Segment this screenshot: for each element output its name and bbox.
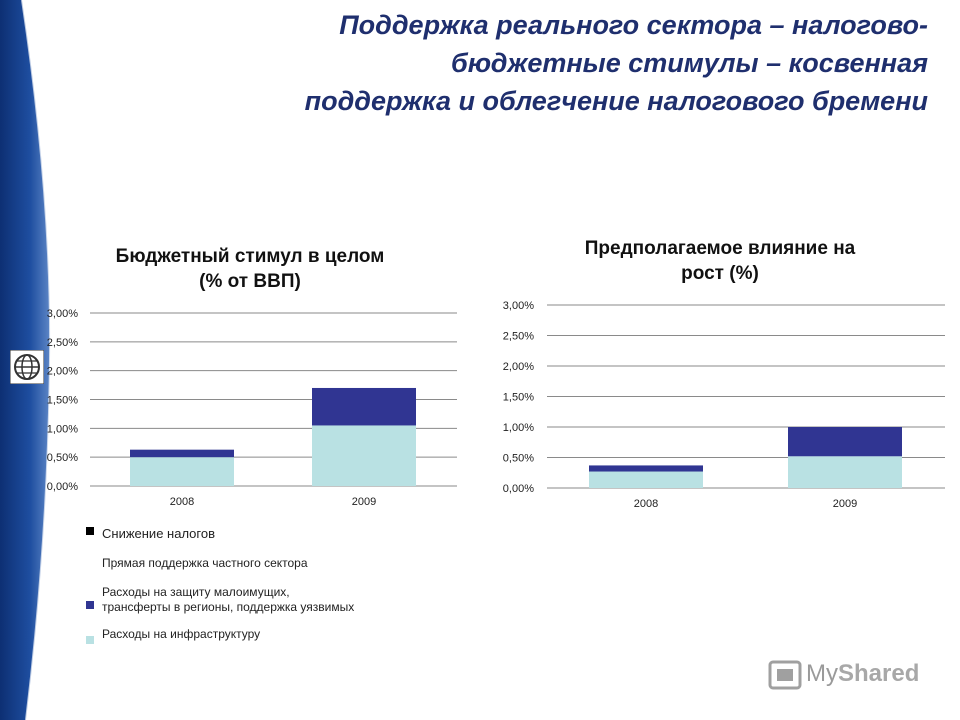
bar-segment <box>130 457 234 486</box>
x-tick-label: 2009 <box>833 498 857 510</box>
bar-segment <box>788 456 902 488</box>
slide-title: Поддержка реального сектора – налогово- … <box>168 6 928 120</box>
bar-segment <box>312 387 416 426</box>
legend-label: трансферты в регионы, поддержка уязвимых <box>102 600 355 614</box>
logo-text-b: Shared <box>838 660 920 687</box>
myshared-logo-icon <box>768 660 802 690</box>
slide-title-line: поддержка и облегчение налогового бремен… <box>304 86 928 116</box>
legend-label: Расходы на инфраструктуру <box>102 627 261 641</box>
bar-segment <box>312 425 416 486</box>
legend-swatch <box>86 527 94 535</box>
y-tick-label: 3,00% <box>503 300 534 312</box>
y-tick-label: 1,00% <box>503 422 534 434</box>
y-tick-label: 1,50% <box>47 395 78 407</box>
y-tick-label: 1,50% <box>503 392 534 404</box>
chart-title-line: рост (%) <box>681 263 759 284</box>
legend-swatch <box>86 636 94 644</box>
x-tick-label: 2008 <box>634 498 658 510</box>
legend-label: Прямая поддержка частного сектора <box>102 556 308 570</box>
y-tick-label: 2,50% <box>503 331 534 343</box>
myshared-logo: MyShared <box>768 656 928 692</box>
chart-title-growth-impact: Предполагаемое влияние на рост (%) <box>530 236 910 286</box>
slide-title-line: бюджетные стимулы – косвенная <box>451 48 928 78</box>
bar-segment <box>788 427 902 457</box>
y-tick-label: 0,50% <box>47 452 78 464</box>
legend-item-private-support: Прямая поддержка частного сектора <box>86 556 446 571</box>
legend: Снижение налогов Прямая поддержка частно… <box>86 526 446 650</box>
y-tick-label: 3,00% <box>47 308 78 320</box>
globe-icon <box>10 350 44 384</box>
y-tick-label: 0,50% <box>503 453 534 465</box>
x-tick-label: 2009 <box>352 496 376 508</box>
bar-segment <box>130 449 234 458</box>
chart-title-line: Предполагаемое влияние на <box>584 238 856 259</box>
bar-segment <box>589 465 703 472</box>
y-tick-label: 0,00% <box>47 481 78 493</box>
x-tick-label: 2008 <box>170 496 194 508</box>
legend-item-tax-cuts: Снижение налогов <box>86 526 446 542</box>
legend-label: Снижение налогов <box>102 526 216 541</box>
legend-label: Расходы на защиту малоимущих, <box>102 585 290 599</box>
y-tick-label: 1,00% <box>47 423 78 435</box>
y-tick-label: 2,50% <box>47 337 78 349</box>
slide-title-line: Поддержка реального сектора – налогово- <box>339 10 928 40</box>
logo-text-a: My <box>806 660 838 687</box>
y-tick-label: 2,00% <box>47 366 78 378</box>
y-tick-label: 2,00% <box>503 361 534 373</box>
chart-title-line: (% от ВВП) <box>199 271 301 292</box>
logo-text: MyShared <box>806 660 919 688</box>
legend-item-infrastructure: Расходы на инфраструктуру <box>86 627 446 644</box>
bar-segment <box>589 471 703 488</box>
chart-title-budget-stimulus: Бюджетный стимул в целом (% от ВВП) <box>70 244 430 294</box>
chart-title-line: Бюджетный стимул в целом <box>115 246 385 267</box>
legend-swatch <box>86 601 94 609</box>
legend-item-social-spending: Расходы на защиту малоимущих, трансферты… <box>86 585 446 615</box>
y-tick-label: 0,00% <box>503 483 534 495</box>
